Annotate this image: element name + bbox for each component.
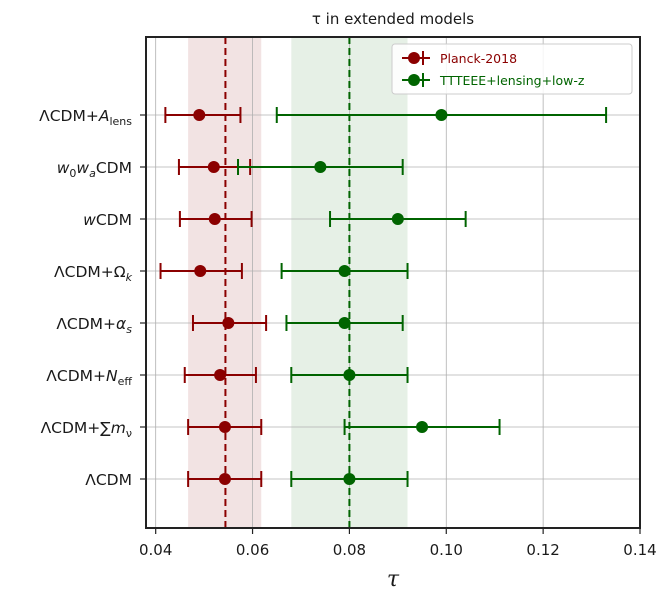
label-subscript: lens <box>109 115 132 128</box>
label-base: ΛCDM+ <box>46 367 106 385</box>
plot-frame <box>145 36 641 529</box>
series-0-point-7 <box>187 471 263 487</box>
label-symbol: A <box>98 107 110 125</box>
series-1-point-2 <box>329 211 467 227</box>
data-point <box>218 421 231 433</box>
data-point <box>208 213 221 225</box>
legend-marker-dot <box>408 74 420 86</box>
y-category-label-3: ΛCDM+Ωk <box>54 263 133 284</box>
series-1-point-3 <box>280 263 409 279</box>
label-subscript-2: a <box>89 167 96 180</box>
data-point <box>214 369 227 381</box>
x-tick-label-1: 0.06 <box>236 541 269 559</box>
label-base: ΛCDM+ <box>39 107 99 125</box>
data-point <box>435 109 448 121</box>
y-category-label-7: ΛCDM <box>85 471 132 489</box>
x-tick-label-4: 0.12 <box>526 541 559 559</box>
legend: Planck-2018 TTTEEE+lensing+low-z <box>391 43 633 95</box>
label-base: ΛCDM+∑ <box>41 419 112 437</box>
label-symbol: α <box>116 315 126 333</box>
data-point <box>343 369 356 381</box>
series-1-point-5 <box>290 367 409 383</box>
y-axis-category-labels: ΛCDM+Alensw0waCDMwCDMΛCDM+ΩkΛCDM+αsΛCDM+… <box>39 107 146 489</box>
reference-bands <box>188 37 408 528</box>
data-point <box>314 161 327 173</box>
data-point <box>338 317 351 329</box>
reference-lines <box>224 37 351 528</box>
series-0-point-5 <box>183 367 257 383</box>
data-point <box>193 109 206 121</box>
y-category-label-4: ΛCDM+αs <box>56 315 132 336</box>
series-1-point-4 <box>285 315 404 331</box>
data-point <box>207 161 220 173</box>
data-point <box>194 265 207 277</box>
label-base: ΛCDM+ <box>56 315 116 333</box>
data-point <box>416 421 429 433</box>
error-bars <box>159 107 608 487</box>
label-symbol: w <box>83 211 96 229</box>
series-0-point-4 <box>191 315 268 331</box>
x-tick-label-0: 0.04 <box>139 541 172 559</box>
series-0-point-0 <box>164 107 242 123</box>
series-1-point-7 <box>290 471 409 487</box>
label-subscript: s <box>126 323 132 336</box>
series-0-point-2 <box>178 211 253 227</box>
label-base: ΛCDM+Ω <box>54 263 126 281</box>
data-point <box>218 473 231 485</box>
label-tail: CDM <box>96 159 132 177</box>
legend-entry-1: TTTEEE+lensing+low-z <box>402 73 585 88</box>
label-tail: CDM <box>96 211 132 229</box>
legend-label: Planck-2018 <box>440 51 517 66</box>
data-point <box>338 265 351 277</box>
label-subscript: 0 <box>69 167 76 180</box>
series-1-point-1 <box>237 159 404 175</box>
series-1-point-6 <box>343 419 501 435</box>
label-symbol: m <box>111 419 126 437</box>
y-category-label-0: ΛCDM+Alens <box>39 107 132 128</box>
series-0-point-3 <box>159 263 243 279</box>
data-point <box>222 317 235 329</box>
y-category-label-2: wCDM <box>83 211 132 229</box>
label-symbol: w <box>57 159 70 177</box>
label-subscript: ν <box>126 427 132 440</box>
label-subscript: eff <box>118 375 133 388</box>
series-0-point-6 <box>187 419 263 435</box>
label-base: ΛCDM <box>85 471 132 489</box>
data-point <box>343 473 356 485</box>
x-axis-ticks: 0.04 0.06 0.08 0.10 0.12 0.14 <box>139 528 657 559</box>
x-tick-label-2: 0.08 <box>333 541 366 559</box>
legend-box <box>391 43 633 95</box>
x-axis-label: τ <box>387 567 400 591</box>
y-category-label-5: ΛCDM+Neff <box>46 367 132 388</box>
x-tick-label-3: 0.10 <box>430 541 463 559</box>
label-symbol-2: w <box>76 159 89 177</box>
legend-label: TTTEEE+lensing+low-z <box>439 73 585 88</box>
data-point <box>391 213 404 225</box>
y-category-label-1: w0waCDM <box>57 159 132 180</box>
x-tick-label-5: 0.14 <box>623 541 656 559</box>
legend-marker-dot <box>408 52 420 64</box>
label-symbol: N <box>106 367 118 385</box>
chart-title: τ in extended models <box>312 10 474 28</box>
label-subscript: k <box>126 271 133 284</box>
series-1-point-0 <box>275 107 608 123</box>
y-category-label-6: ΛCDM+∑mν <box>41 419 132 440</box>
legend-entry-0: Planck-2018 <box>402 51 517 66</box>
